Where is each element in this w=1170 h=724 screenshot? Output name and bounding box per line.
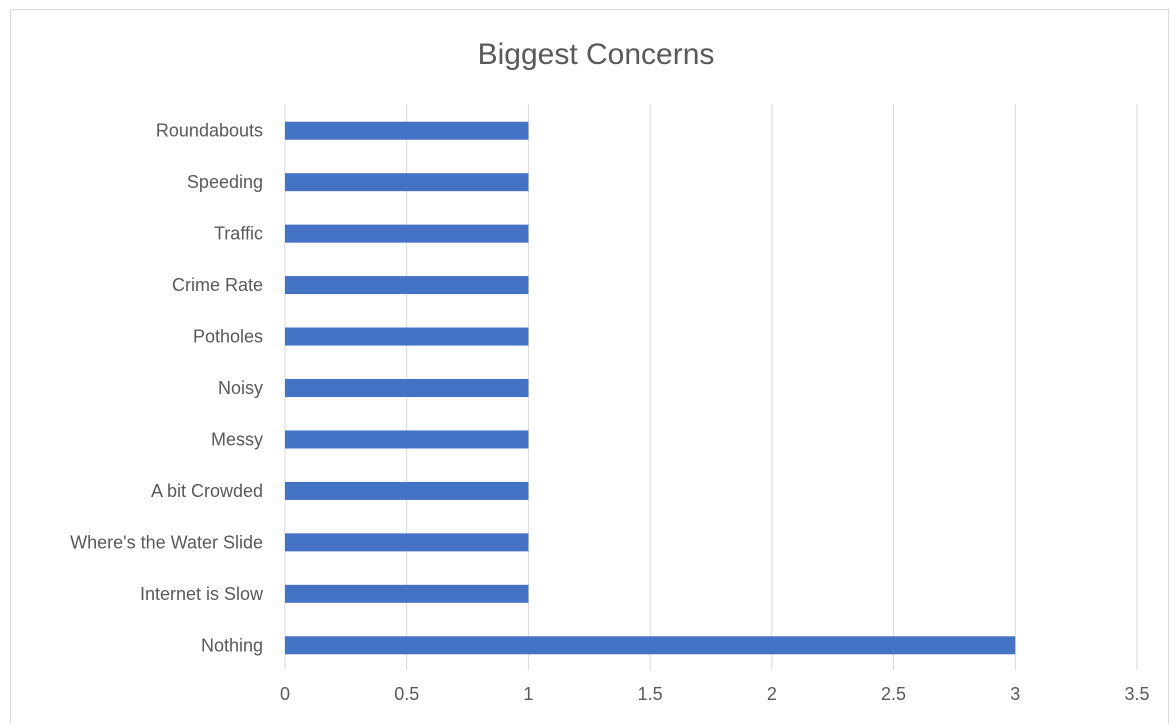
bar — [285, 636, 1016, 655]
bar — [285, 533, 529, 552]
x-tick-label: 1.5 — [638, 684, 663, 704]
category-label: Traffic — [214, 224, 263, 244]
bar — [285, 121, 529, 140]
chart-border — [10, 9, 1169, 724]
category-label: Crime Rate — [172, 275, 263, 295]
category-label: Internet is Slow — [140, 584, 264, 604]
x-tick-label: 1 — [523, 684, 533, 704]
category-label: Nothing — [201, 635, 263, 655]
x-axis-tick-labels: 0 0.5 1 1.5 2 2.5 3 3.5 — [280, 684, 1150, 704]
x-tick-label: 0 — [280, 684, 290, 704]
bar — [285, 584, 529, 603]
category-label: Noisy — [218, 378, 263, 398]
category-label: Messy — [211, 429, 263, 449]
bars — [285, 121, 1016, 655]
bar — [285, 379, 529, 397]
bar — [285, 327, 529, 346]
chart-title: Biggest Concerns — [478, 38, 715, 71]
x-tick-label: 0.5 — [394, 684, 419, 704]
bar — [285, 224, 529, 243]
category-label: Where's the Water Slide — [70, 532, 263, 552]
category-label: Potholes — [193, 327, 263, 347]
bar — [285, 430, 529, 449]
bar — [285, 276, 529, 295]
bar — [285, 481, 529, 500]
x-tick-label: 2.5 — [881, 684, 906, 704]
bar — [285, 173, 529, 192]
x-tick-label: 3.5 — [1124, 684, 1149, 704]
x-tick-label: 3 — [1010, 684, 1020, 704]
category-label: Roundabouts — [156, 121, 263, 141]
category-label: Speeding — [187, 172, 263, 192]
category-label: A bit Crowded — [151, 481, 263, 501]
x-tick-label: 2 — [767, 684, 777, 704]
category-labels: Roundabouts Speeding Traffic Crime Rate Poth… — [70, 121, 264, 656]
